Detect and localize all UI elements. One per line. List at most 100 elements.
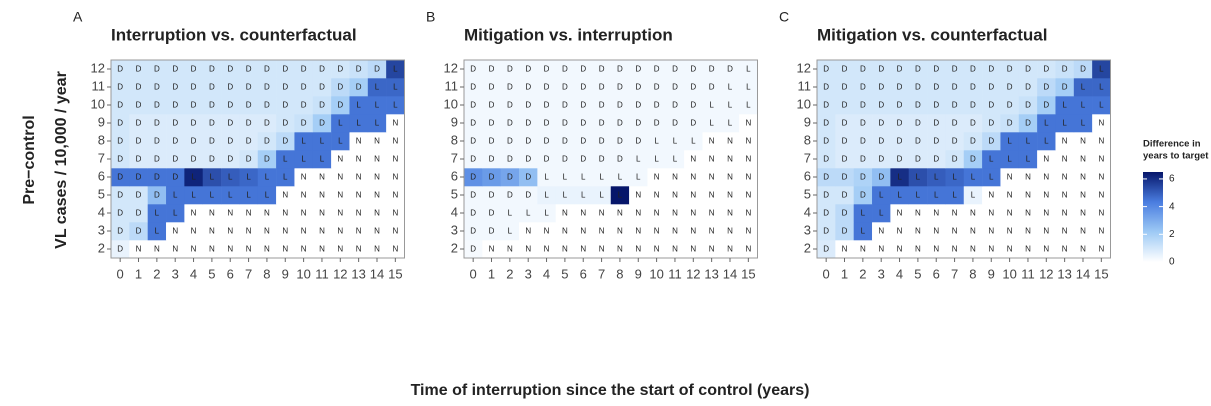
cell-label: L: [283, 173, 288, 182]
cell: [464, 114, 483, 133]
cell-label: D: [172, 137, 178, 146]
cell-label: D: [580, 137, 586, 146]
cell: [720, 168, 740, 187]
cell-label: L: [861, 227, 866, 236]
cell-label: N: [337, 173, 343, 182]
y-tick-label: 10: [797, 96, 811, 111]
cell: [872, 60, 891, 79]
cell: [555, 96, 575, 115]
cell-label: D: [988, 137, 994, 146]
cell: [555, 78, 575, 97]
cell-label: D: [337, 83, 343, 92]
cell-label: D: [672, 101, 678, 110]
cell-label: D: [1007, 65, 1013, 74]
cell-label: N: [635, 209, 641, 218]
cell: [147, 96, 167, 115]
cell: [331, 168, 350, 187]
cell: [147, 186, 167, 205]
cell: [610, 132, 630, 151]
cell: [702, 204, 722, 223]
cell: [647, 150, 667, 169]
cell: [684, 204, 703, 223]
cell: [129, 186, 148, 205]
cell: [257, 222, 277, 241]
cell-label: N: [1043, 191, 1049, 200]
cell: [665, 132, 685, 151]
cell-label: D: [635, 101, 641, 110]
cell-label: D: [544, 101, 550, 110]
cell-label: D: [489, 101, 495, 110]
cell-label: N: [172, 245, 178, 254]
cell: [482, 186, 501, 205]
cell: [835, 222, 854, 241]
cell: [482, 150, 501, 169]
cell-label: D: [282, 119, 288, 128]
cell-label: D: [635, 119, 641, 128]
cell-label: D: [525, 65, 531, 74]
cell-label: D: [952, 119, 958, 128]
cell-label: D: [154, 65, 160, 74]
cell: [184, 150, 204, 169]
cell: [312, 114, 332, 133]
cell: [702, 168, 722, 187]
cell-label: D: [154, 173, 160, 182]
cell: [482, 222, 501, 241]
cell: [349, 222, 369, 241]
cell: [276, 168, 295, 187]
cell-label: D: [562, 101, 568, 110]
cell: [555, 114, 575, 133]
cell: [519, 96, 538, 115]
cell: [684, 240, 703, 259]
cell: [982, 222, 1001, 241]
cell-label: N: [507, 245, 513, 254]
cell-label: N: [970, 227, 976, 236]
cell-label: D: [136, 119, 142, 128]
cell: [386, 132, 405, 151]
cell: [739, 114, 758, 133]
cell-label: D: [544, 119, 550, 128]
cell: [574, 132, 593, 151]
cell: [221, 240, 240, 259]
cell-label: D: [154, 155, 160, 164]
panel-tag: C: [779, 9, 789, 25]
cell-label: D: [562, 155, 568, 164]
cell: [349, 168, 369, 187]
cell-label: L: [989, 173, 994, 182]
cell-label: N: [580, 209, 586, 218]
cell: [276, 114, 295, 133]
cell: [519, 204, 538, 223]
cell-label: D: [301, 83, 307, 92]
cell-label: D: [842, 155, 848, 164]
cell-label: N: [745, 245, 751, 254]
cell: [720, 60, 740, 79]
cell: [574, 204, 593, 223]
x-tick-label: 12: [686, 266, 700, 281]
cell: [890, 186, 910, 205]
cell-label: L: [599, 173, 604, 182]
cell-label: N: [319, 227, 325, 236]
cell-label: N: [374, 155, 380, 164]
cell-label: N: [709, 173, 715, 182]
cell-label: N: [525, 245, 531, 254]
cell: [817, 222, 836, 241]
panel-title: Interruption vs. counterfactual: [111, 25, 357, 44]
cell: [574, 168, 593, 187]
cell: [166, 240, 185, 259]
cell-label: D: [860, 173, 866, 182]
cell-label: D: [897, 119, 903, 128]
cell-label: N: [690, 191, 696, 200]
x-tick-label: 2: [506, 266, 513, 281]
cell-label: D: [842, 83, 848, 92]
cell: [464, 132, 483, 151]
cell-label: D: [154, 137, 160, 146]
cell-label: N: [337, 245, 343, 254]
cell-label: D: [489, 191, 495, 200]
cell-label: N: [1098, 191, 1104, 200]
cell-label: L: [393, 83, 398, 92]
cell-label: D: [489, 227, 495, 236]
cell-label: D: [209, 137, 215, 146]
cell: [129, 132, 148, 151]
cell-label: N: [154, 245, 160, 254]
cell-label: N: [727, 137, 733, 146]
cell: [1055, 186, 1075, 205]
